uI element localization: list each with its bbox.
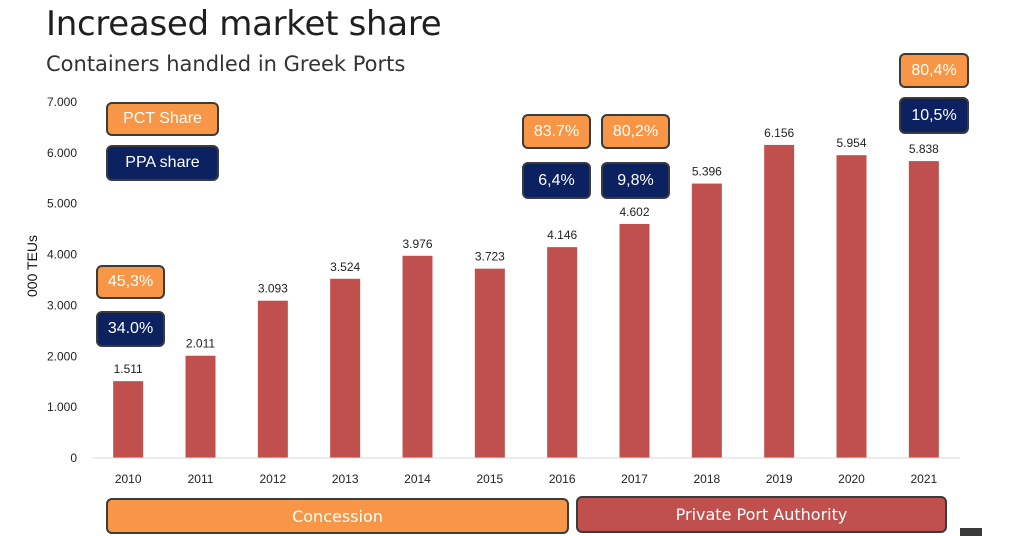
ppa-share-value: 10,5% bbox=[911, 106, 957, 124]
pct-share-box-2016: 83.7% bbox=[522, 114, 591, 149]
bar-value-label: 3.524 bbox=[330, 260, 360, 274]
y-tick-label: 2.000 bbox=[47, 349, 77, 363]
concession-label: Concession bbox=[292, 506, 383, 526]
y-tick-label: 1.000 bbox=[47, 400, 77, 414]
ppa-share-value: 9,8% bbox=[617, 171, 654, 189]
page-subtitle: Containers handled in Greek Ports bbox=[46, 52, 406, 76]
private-port-authority-label: Private Port Authority bbox=[675, 505, 848, 524]
x-tick-label: 2013 bbox=[332, 472, 359, 486]
ppa-share-box-2010: 34.0% bbox=[96, 311, 165, 347]
bar-value-label: 5.954 bbox=[836, 136, 866, 150]
bar-value-label: 6.156 bbox=[764, 126, 794, 140]
x-tick-label: 2018 bbox=[693, 472, 720, 486]
bar-2015 bbox=[474, 268, 505, 458]
bar-2021 bbox=[908, 161, 939, 458]
legend-ppa-share-label: PPA share bbox=[125, 154, 200, 171]
y-tick-label: 0 bbox=[70, 451, 77, 465]
ppa-share-box-2021: 10,5% bbox=[899, 97, 969, 134]
x-tick-label: 2014 bbox=[404, 472, 431, 486]
y-tick-label: 6.000 bbox=[47, 146, 77, 160]
private-port-authority-band: Private Port Authority bbox=[576, 496, 947, 533]
ppa-share-value: 34.0% bbox=[107, 320, 154, 337]
x-tick-label: 2010 bbox=[115, 472, 142, 486]
x-tick-label: 2017 bbox=[621, 472, 648, 486]
y-tick-label: 5.000 bbox=[47, 197, 77, 211]
pct-share-value: 80,4% bbox=[911, 61, 957, 79]
legend-pct-share: PCT Share bbox=[106, 102, 219, 136]
bar-value-label: 2.011 bbox=[186, 337, 215, 351]
pct-share-value: 80,2% bbox=[612, 122, 659, 140]
bar-2011 bbox=[185, 355, 216, 458]
pct-share-box-2021: 80,4% bbox=[899, 53, 969, 88]
bar-2013 bbox=[330, 278, 361, 458]
concession-period-band: Concession bbox=[106, 498, 569, 534]
x-tick-label: 2021 bbox=[910, 472, 937, 486]
page-title: Increased market share bbox=[46, 4, 442, 44]
legend-ppa-share: PPA share bbox=[106, 145, 219, 181]
y-tick-label: 3.000 bbox=[47, 298, 77, 312]
bar-2018 bbox=[691, 183, 722, 458]
ppa-share-box-2016: 6,4% bbox=[522, 162, 591, 199]
bar-2017 bbox=[619, 223, 650, 458]
bar-2010 bbox=[113, 381, 144, 458]
ppa-share-box-2017: 9,8% bbox=[601, 162, 670, 199]
legend-pct-share-label: PCT Share bbox=[123, 110, 202, 127]
bar-2020 bbox=[836, 155, 867, 458]
x-tick-label: 2011 bbox=[188, 472, 214, 486]
pct-share-value: 83.7% bbox=[533, 122, 580, 140]
slide-corner-mark bbox=[960, 528, 982, 536]
x-tick-label: 2012 bbox=[259, 472, 286, 486]
pct-share-box-2010: 45,3% bbox=[96, 265, 165, 299]
x-tick-label: 2019 bbox=[766, 472, 793, 486]
y-tick-label: 4.000 bbox=[47, 248, 77, 262]
bar-value-label: 3.093 bbox=[258, 282, 288, 296]
pct-share-value: 45,3% bbox=[107, 273, 154, 290]
bar-2014 bbox=[402, 255, 433, 458]
bar-value-label: 4.602 bbox=[619, 205, 649, 219]
y-tick-label: 7.000 bbox=[47, 95, 77, 109]
bar-2016 bbox=[547, 247, 578, 458]
bar-value-label: 1.511 bbox=[114, 362, 143, 376]
bar-value-label: 5.838 bbox=[909, 142, 939, 156]
x-tick-label: 2016 bbox=[549, 472, 576, 486]
x-tick-label: 2020 bbox=[838, 472, 865, 486]
bar-value-label: 3.976 bbox=[402, 237, 432, 251]
ppa-share-value: 6,4% bbox=[538, 171, 575, 189]
bar-value-label: 5.396 bbox=[692, 165, 722, 179]
x-tick-label: 2015 bbox=[476, 472, 503, 486]
bar-value-label: 3.723 bbox=[475, 250, 505, 264]
bar-2019 bbox=[764, 144, 795, 458]
bar-value-label: 4.146 bbox=[547, 228, 577, 242]
bar-2012 bbox=[257, 300, 288, 458]
pct-share-box-2017: 80,2% bbox=[601, 114, 670, 149]
